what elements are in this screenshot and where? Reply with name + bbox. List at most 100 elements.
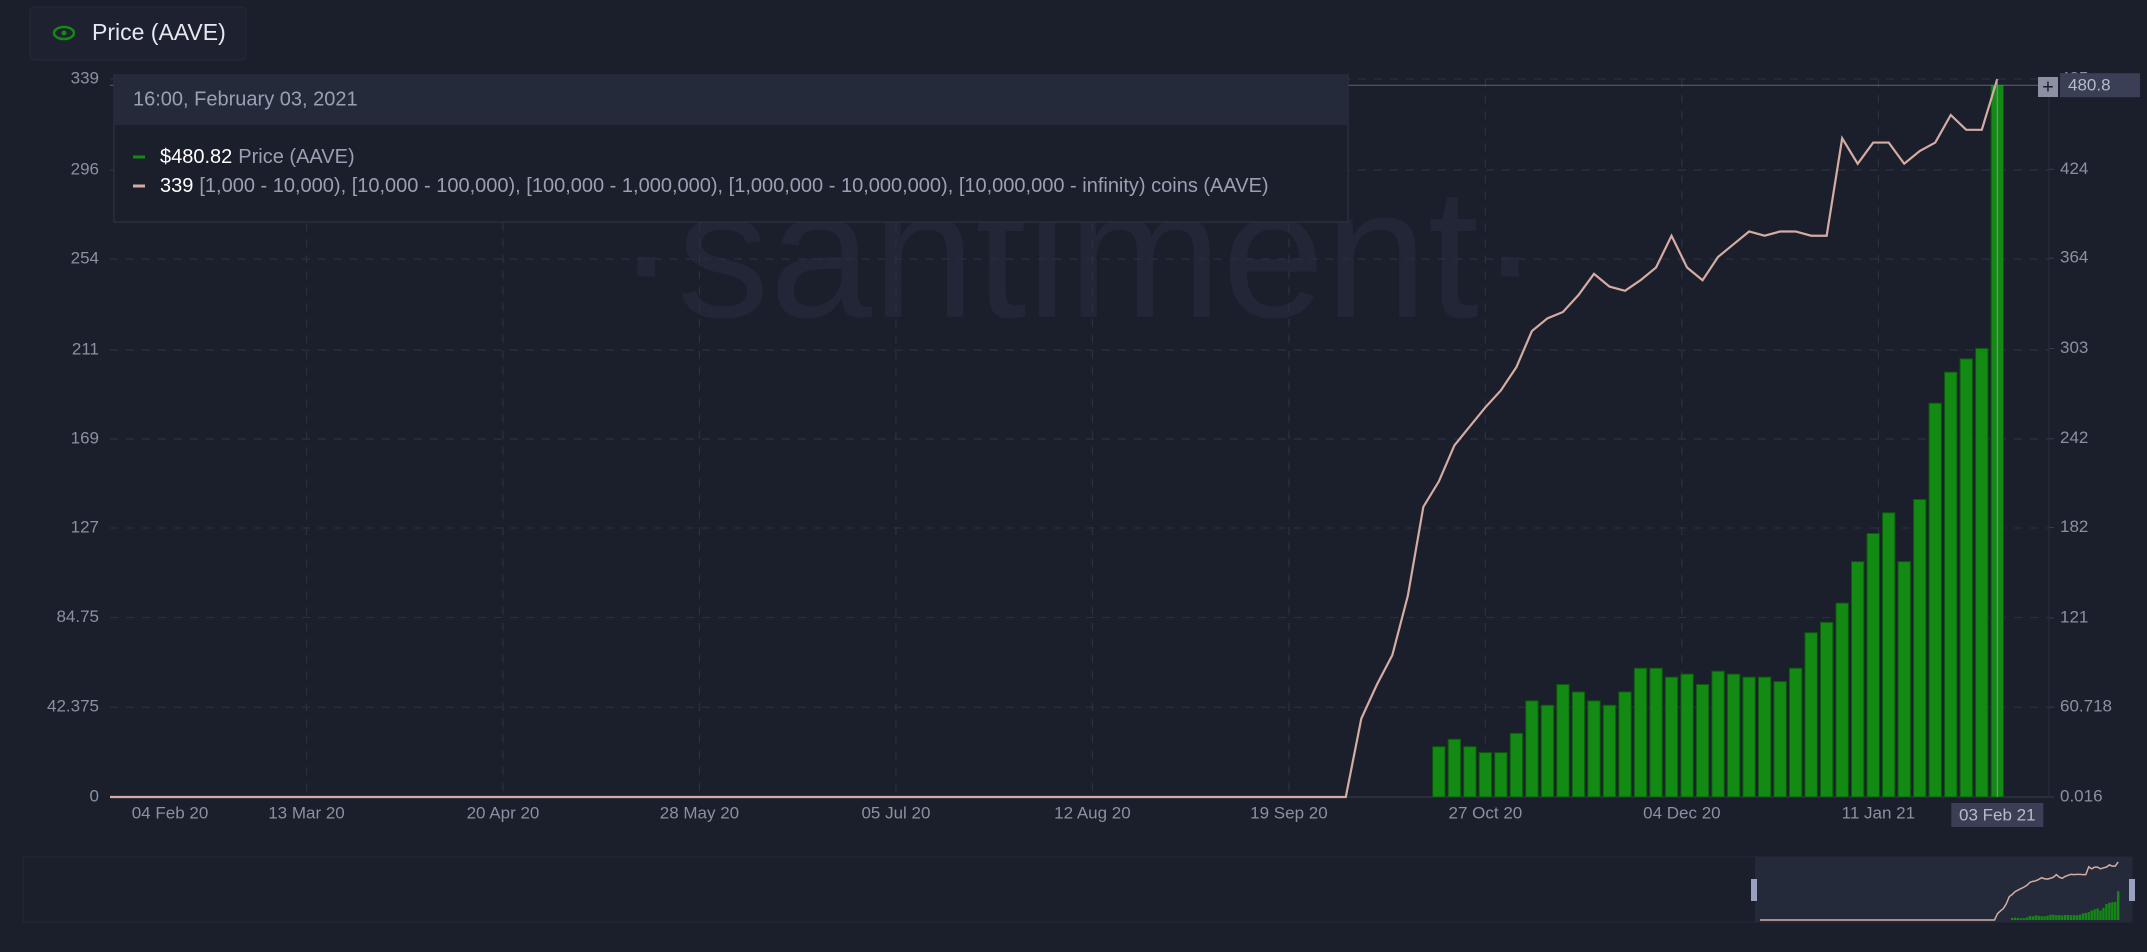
navigator-bar xyxy=(2063,914,2067,920)
navigator-bar xyxy=(2081,913,2085,920)
crosshair-x-badge xyxy=(1951,803,2044,827)
navigator-bar xyxy=(2040,916,2043,920)
y-tick-label: 169 xyxy=(71,429,99,448)
bar xyxy=(1804,632,1818,798)
bar xyxy=(1897,561,1911,798)
navigator-bar xyxy=(2022,918,2026,920)
y2-tick-label: 182 xyxy=(2060,517,2088,536)
navigator-line xyxy=(1760,861,2119,921)
navigator-selection[interactable] xyxy=(1755,857,2132,922)
bar xyxy=(1633,667,1648,798)
plot: 0 42.375 84.75 127 169 211 254 296 339 0.016 60.71… xyxy=(47,68,2140,827)
tooltip-value: $480.82 xyxy=(160,146,232,168)
tooltip: 16:00, February 03, 2021 $480.82 Price (A… xyxy=(113,74,1349,223)
tooltip-row: 339 [1,000 - 10,000), [10,000 - 100,000),… xyxy=(160,175,1269,197)
bar xyxy=(1680,673,1694,798)
legend-icon xyxy=(52,25,76,41)
tooltip-title: 16:00, February 03, 2021 xyxy=(133,88,358,110)
navigator-bar xyxy=(2016,917,2020,920)
bar xyxy=(1928,402,1942,798)
bar xyxy=(1525,700,1539,798)
bar xyxy=(1711,670,1725,798)
line xyxy=(110,78,1999,799)
bar xyxy=(1835,602,1849,798)
bar xyxy=(1695,684,1710,798)
y-tick-label: 84.75 xyxy=(56,607,99,626)
legend-icon-dot xyxy=(61,30,67,36)
crosshair-y2-label: 480.8 xyxy=(2068,76,2111,95)
bar xyxy=(1742,676,1756,798)
y2-tick-label: 0.016 xyxy=(2060,786,2103,805)
y-tick-label: 339 xyxy=(71,68,99,87)
crosshair-plus-box xyxy=(2038,77,2058,97)
bar xyxy=(1726,673,1741,798)
x-tick-label: 19 Sep 20 xyxy=(1250,803,1328,822)
bar xyxy=(1571,691,1586,798)
navigator-bar xyxy=(2102,907,2105,920)
navigator-bar xyxy=(2066,915,2070,920)
crosshair-plus: + xyxy=(2042,76,2054,98)
bar xyxy=(1602,704,1617,798)
x-tick-label: 27 Oct 20 xyxy=(1449,803,1523,822)
navigator-handle[interactable] xyxy=(2129,879,2135,901)
navigator-bar xyxy=(2075,915,2079,920)
navigator-bar xyxy=(2043,916,2046,920)
x-tick-label: 20 Apr 20 xyxy=(467,803,540,822)
bar xyxy=(1478,752,1493,798)
legend-button-box[interactable] xyxy=(29,6,247,61)
legend-label[interactable]: Price (AAVE) xyxy=(92,19,226,45)
y-tick-label: 211 xyxy=(72,340,99,359)
bar xyxy=(1649,667,1663,798)
bar xyxy=(1975,347,1989,798)
bar xyxy=(1432,746,1446,798)
x-tick-label: 28 May 20 xyxy=(660,803,739,822)
navigator-bar xyxy=(2099,910,2102,920)
bar xyxy=(1819,621,1834,798)
bar xyxy=(1882,512,1896,798)
navigator-bar xyxy=(2011,917,2014,920)
navigator[interactable] xyxy=(22,856,2135,923)
navigator-bar xyxy=(2105,904,2108,920)
y-tick-label: 0 xyxy=(90,786,99,805)
bar xyxy=(1463,746,1477,798)
y2-tick-label: 303 xyxy=(2060,338,2088,357)
navigator-bar xyxy=(2013,917,2017,920)
navigator-bar xyxy=(2096,908,2099,920)
x-tick-label: 05 Jul 20 xyxy=(861,803,930,822)
bar xyxy=(1447,738,1462,798)
bar xyxy=(1556,684,1570,798)
bar xyxy=(1509,732,1524,798)
navigator-bar xyxy=(2116,891,2120,920)
y-tick-label: 254 xyxy=(71,249,99,268)
navigator-bar xyxy=(2058,915,2061,920)
navigator-bar xyxy=(2072,915,2076,920)
bar xyxy=(1773,681,1787,798)
x-tick-label: 11 Jan 21 xyxy=(1842,803,1915,822)
bar xyxy=(1913,498,1927,798)
bar xyxy=(1664,676,1679,798)
bar xyxy=(1587,700,1601,798)
tooltip-value: 339 xyxy=(160,175,193,197)
bar xyxy=(1959,358,1973,798)
tooltip-row: $480.82 Price (AAVE) xyxy=(160,146,355,168)
navigator-bar xyxy=(2111,902,2114,920)
y2-tick-label: 364 xyxy=(2060,248,2088,267)
bar xyxy=(1618,691,1632,798)
navigator-bar xyxy=(2034,915,2037,920)
navigator-handle[interactable] xyxy=(1751,879,1757,901)
navigator-bar xyxy=(2090,910,2093,920)
y-tick-label: 42.375 xyxy=(47,697,99,716)
tooltip-name: [1,000 - 10,000), [10,000 - 100,000), [1… xyxy=(199,175,1268,197)
navigator-bar xyxy=(2087,912,2090,920)
crosshair-x-label: 03 Feb 21 xyxy=(1959,805,2036,824)
legend-button[interactable]: Price (AAVE) xyxy=(29,6,247,61)
bar xyxy=(1850,561,1865,798)
y2-tick-label: 60.718 xyxy=(2060,697,2112,716)
x-tick-label: 04 Feb 20 xyxy=(132,803,209,822)
y2-tick-label: 424 xyxy=(2060,159,2088,178)
bar xyxy=(1494,752,1508,798)
bar xyxy=(1757,676,1772,798)
bar xyxy=(1944,371,1958,798)
